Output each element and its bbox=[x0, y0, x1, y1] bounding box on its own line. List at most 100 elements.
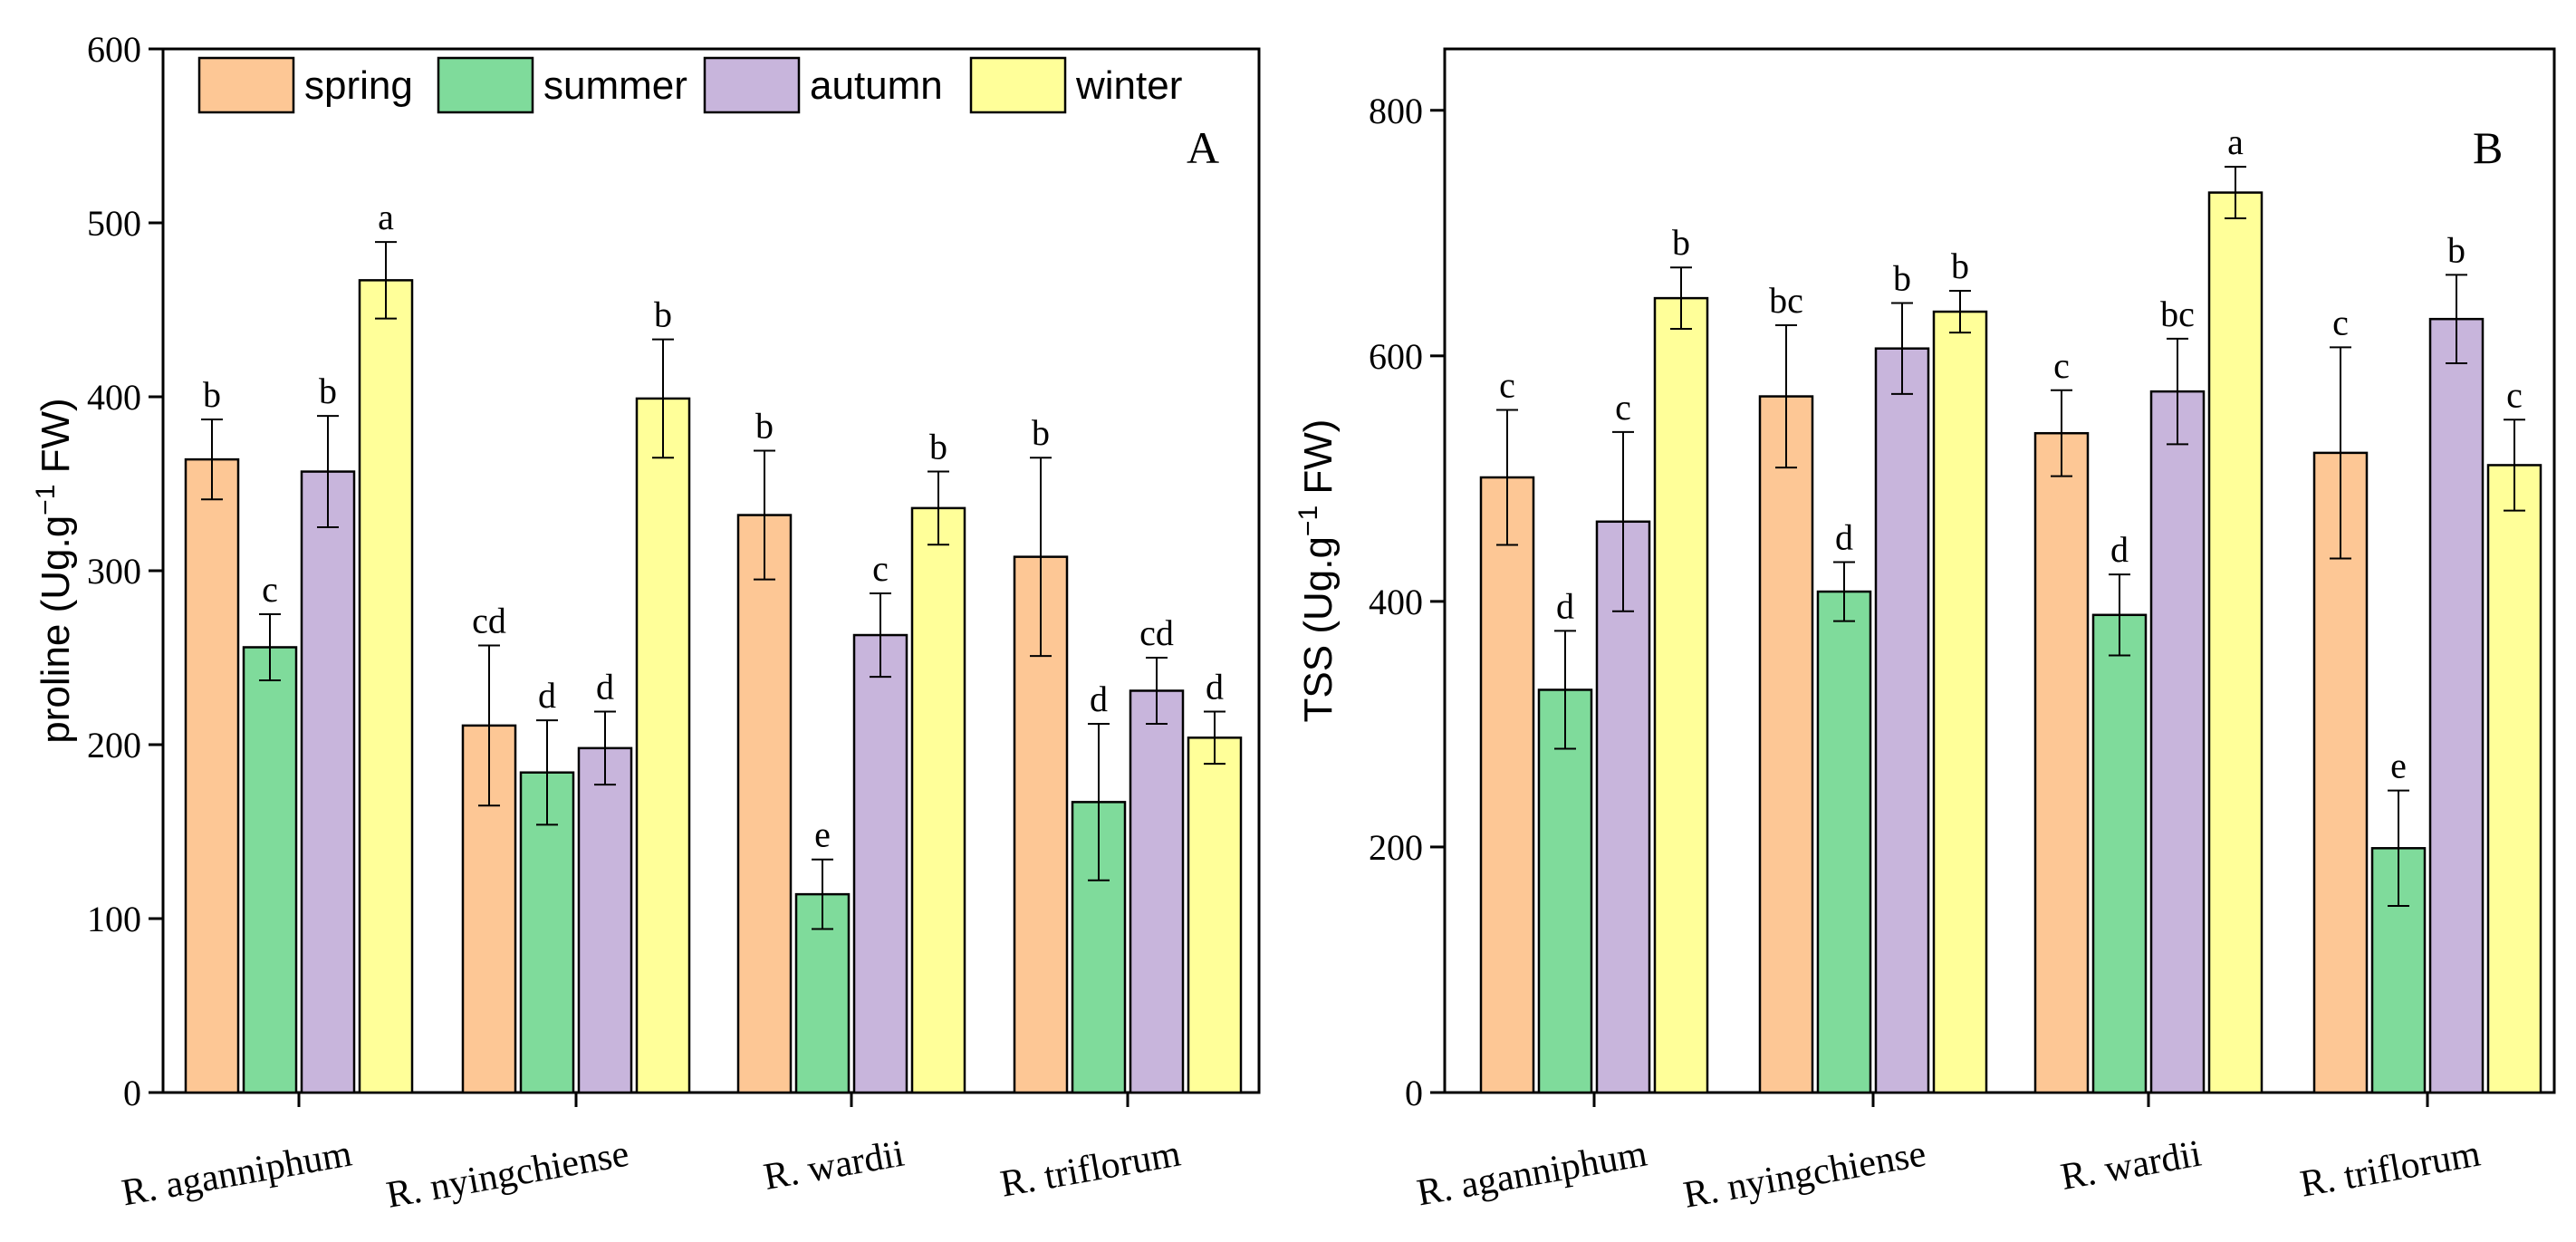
bar bbox=[1653, 296, 1709, 1094]
bar bbox=[1932, 310, 1988, 1094]
significance-letter: d bbox=[1206, 667, 1224, 708]
y-tick-label: 400 bbox=[1369, 582, 1423, 622]
y-axis-title-superscript: −1 bbox=[31, 485, 61, 515]
bar bbox=[184, 457, 240, 1094]
panel-label: B bbox=[2473, 122, 2503, 173]
significance-letter: a bbox=[378, 197, 394, 237]
significance-letter: d bbox=[1556, 585, 1574, 626]
significance-letter: b bbox=[319, 371, 337, 411]
significance-letter: b bbox=[2447, 229, 2465, 270]
y-axis-title-unit: FW) bbox=[34, 398, 78, 484]
significance-letter: c bbox=[2053, 345, 2070, 386]
legend-label: spring bbox=[304, 63, 413, 108]
significance-letter: b bbox=[203, 374, 221, 415]
significance-letter: c bbox=[1499, 364, 1515, 405]
x-category-label: R. wardii bbox=[761, 1133, 908, 1199]
x-category-label: R. wardii bbox=[2058, 1133, 2205, 1199]
significance-letter: d bbox=[1090, 679, 1108, 719]
bar bbox=[635, 397, 691, 1094]
legend-swatch bbox=[197, 56, 295, 114]
bar bbox=[736, 514, 793, 1094]
x-category-label: R. triflorum bbox=[997, 1132, 1184, 1205]
y-axis-title: TSS (Ug.g−1 FW) bbox=[1293, 419, 1341, 723]
legend-label: winter bbox=[1075, 63, 1182, 108]
y-axis-title-superscript: −1 bbox=[1293, 505, 1323, 536]
y-tick-label: 600 bbox=[1369, 336, 1423, 377]
bar bbox=[1187, 737, 1243, 1094]
significance-letter: a bbox=[2227, 121, 2244, 162]
y-axis-title: proline (Ug.g−1 FW) bbox=[31, 398, 78, 743]
panel-label: A bbox=[1187, 122, 1219, 173]
significance-letter: cd bbox=[472, 601, 506, 641]
panel-a-proline-chart: 0 100 200 300 400 500 600 R. aganniphum R. nying… bbox=[31, 29, 1261, 1217]
significance-letter: b bbox=[654, 294, 672, 335]
significance-letter: d bbox=[2110, 529, 2129, 570]
significance-letter: b bbox=[755, 406, 774, 447]
significance-letter: b bbox=[1951, 246, 1969, 286]
bar bbox=[1479, 476, 1535, 1094]
legend-swatch bbox=[437, 56, 534, 114]
x-category-label: R. nyingchiense bbox=[383, 1133, 632, 1217]
legend: spring summer autumn winter bbox=[197, 56, 1182, 114]
significance-letter: b bbox=[1032, 412, 1050, 453]
bar bbox=[1129, 689, 1185, 1094]
bar bbox=[1537, 688, 1593, 1094]
bar bbox=[2033, 431, 2090, 1094]
legend-label: autumn bbox=[810, 63, 943, 108]
significance-letter: e bbox=[2390, 746, 2407, 786]
significance-letter: cd bbox=[1139, 612, 1174, 653]
y-tick-label: 800 bbox=[1369, 91, 1423, 131]
significance-letter: d bbox=[538, 675, 556, 716]
significance-letter: c bbox=[1615, 387, 1631, 428]
bar bbox=[1758, 395, 1814, 1094]
significance-letter: c bbox=[262, 569, 278, 610]
significance-letter: c bbox=[2506, 374, 2523, 415]
bar bbox=[1816, 590, 1872, 1094]
y-tick-label: 600 bbox=[87, 29, 141, 70]
y-tick-label: 200 bbox=[1369, 827, 1423, 868]
y-tick-label: 200 bbox=[87, 725, 141, 765]
significance-letter: c bbox=[872, 548, 889, 589]
significance-letter: d bbox=[1835, 517, 1853, 558]
panel-b-tss-chart: 0 200 400 600 800 R. aganniphum R. nyingchiens… bbox=[1293, 47, 2556, 1217]
y-tick-label: 300 bbox=[87, 551, 141, 592]
bar bbox=[2149, 390, 2206, 1094]
legend-swatch bbox=[969, 56, 1067, 114]
bar bbox=[2312, 451, 2369, 1094]
significance-letter: b bbox=[1672, 222, 1690, 263]
y-axis-title-main: TSS (Ug.g bbox=[1296, 536, 1341, 722]
bar bbox=[242, 646, 298, 1094]
y-axis-title-unit: FW) bbox=[1296, 419, 1341, 505]
significance-letter: e bbox=[814, 814, 831, 855]
bar bbox=[300, 470, 356, 1094]
significance-letter: d bbox=[596, 667, 614, 708]
y-tick-label: 0 bbox=[123, 1073, 141, 1113]
y-axis-title-main: proline (Ug.g bbox=[34, 515, 78, 744]
bar bbox=[852, 633, 908, 1094]
bar bbox=[1595, 520, 1651, 1094]
y-tick-label: 500 bbox=[87, 203, 141, 244]
bar bbox=[2486, 464, 2542, 1094]
significance-letter: b bbox=[929, 427, 947, 467]
significance-letter: bc bbox=[2160, 294, 2195, 334]
bar bbox=[2207, 191, 2264, 1094]
bar bbox=[358, 279, 414, 1094]
legend-swatch bbox=[703, 56, 801, 114]
bar bbox=[577, 746, 633, 1094]
bar bbox=[910, 506, 966, 1094]
significance-letter: c bbox=[2332, 302, 2349, 342]
y-tick-label: 400 bbox=[87, 377, 141, 418]
plot-frame bbox=[1443, 47, 2556, 1094]
y-tick-label: 100 bbox=[87, 899, 141, 939]
bar bbox=[2428, 317, 2485, 1094]
bar bbox=[1874, 347, 1930, 1094]
bar bbox=[2091, 613, 2148, 1094]
significance-letter: bc bbox=[1769, 280, 1803, 321]
legend-label: summer bbox=[543, 63, 687, 108]
y-tick-label: 0 bbox=[1405, 1073, 1423, 1113]
x-category-label: R. triflorum bbox=[2297, 1132, 2484, 1205]
x-category-label: R. nyingchiense bbox=[1680, 1133, 1929, 1217]
x-category-label: R. aganniphum bbox=[1414, 1132, 1650, 1214]
bar bbox=[519, 771, 575, 1094]
